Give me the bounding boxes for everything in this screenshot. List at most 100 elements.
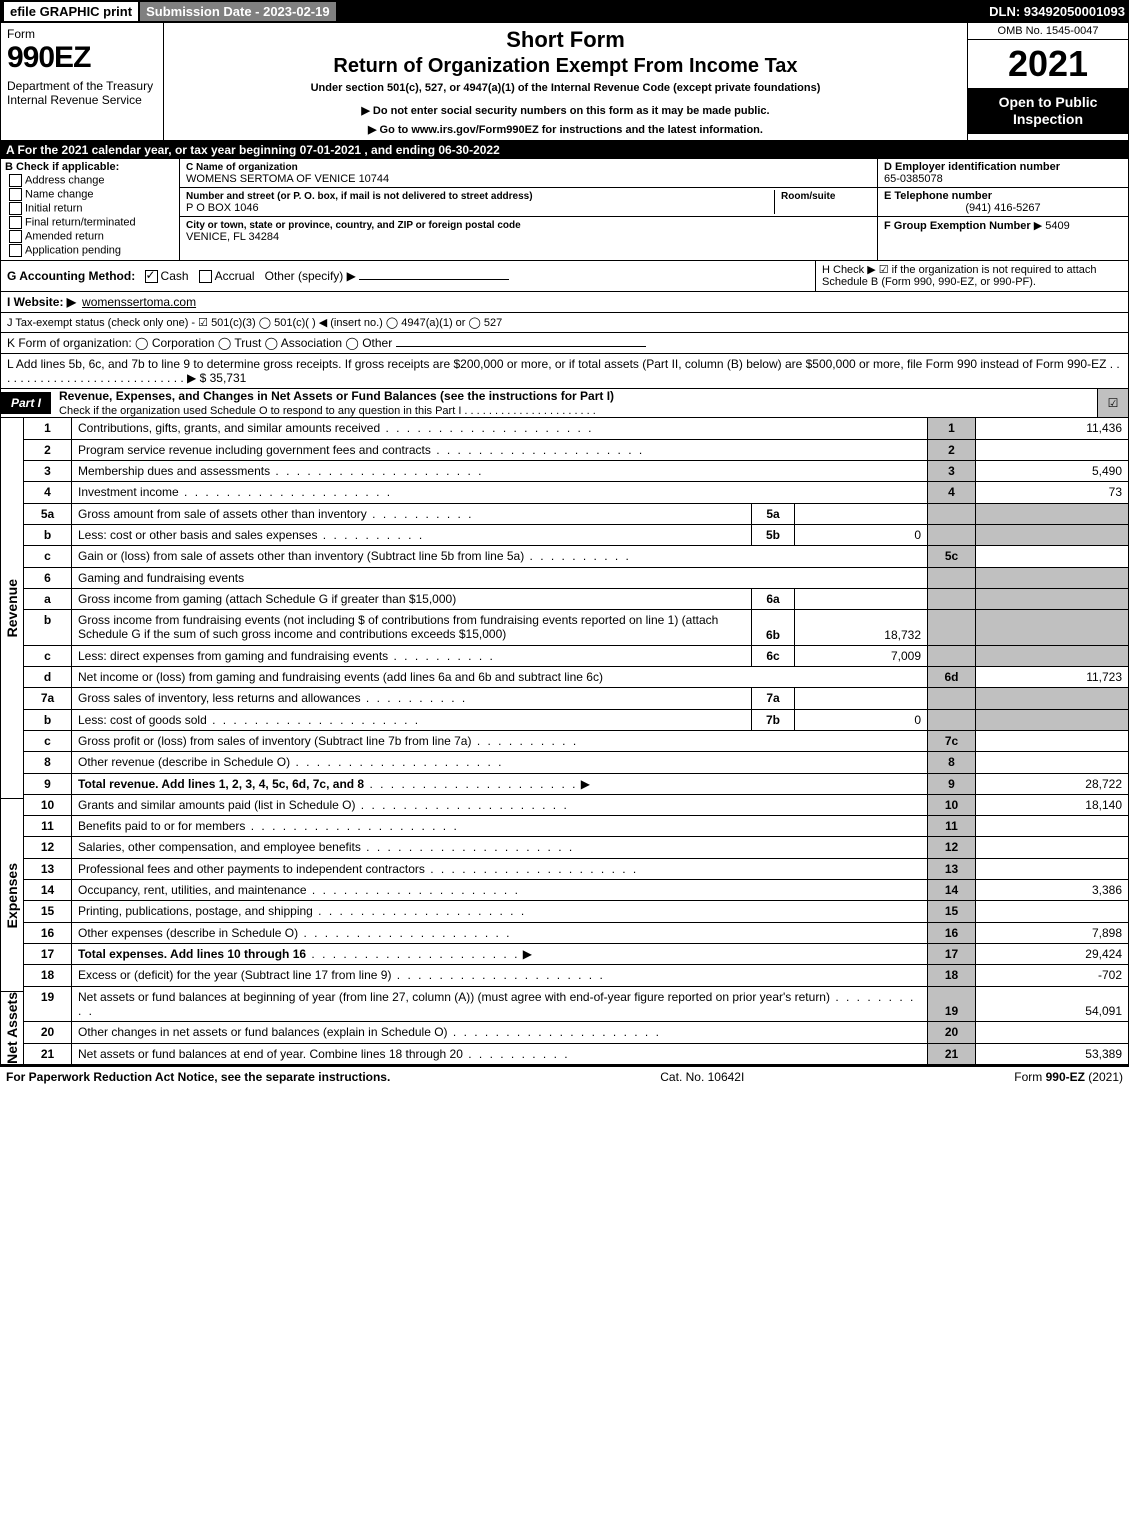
line-6b: bGross income from fundraising events (n…	[24, 610, 1129, 646]
line-20: 20Other changes in net assets or fund ba…	[24, 1022, 1129, 1043]
efile-button[interactable]: efile GRAPHIC print	[4, 2, 138, 21]
tax-year: 2021	[968, 40, 1128, 88]
chk-initial-return[interactable]: Initial return	[9, 202, 175, 215]
chk-label: Amended return	[25, 230, 104, 242]
title-short-form: Short Form	[170, 27, 961, 53]
c-street-row: Number and street (or P. O. box, if mail…	[180, 188, 877, 217]
c-name-row: C Name of organization WOMENS SERTOMA OF…	[180, 159, 877, 188]
line-4: 4Investment income473	[24, 482, 1129, 503]
top-bar: efile GRAPHIC print Submission Date - 20…	[0, 0, 1129, 23]
l-text: L Add lines 5b, 6c, and 7b to line 9 to …	[7, 357, 1120, 385]
header-left: Form 990EZ Department of the Treasury In…	[1, 23, 164, 140]
part1-tag: Part I	[1, 392, 51, 414]
line-14: 14Occupancy, rent, utilities, and mainte…	[24, 880, 1129, 901]
chk-accrual[interactable]	[199, 270, 212, 283]
chk-name-change[interactable]: Name change	[9, 188, 175, 201]
part1-chk[interactable]: ☑	[1097, 389, 1128, 417]
ein-value: 65-0385078	[884, 173, 943, 185]
d-ein-row: D Employer identification number 65-0385…	[878, 159, 1128, 188]
line-1: 1Contributions, gifts, grants, and simil…	[24, 418, 1129, 439]
line-2: 2Program service revenue including gover…	[24, 439, 1129, 460]
chk-label: Final return/terminated	[25, 216, 136, 228]
form-word: Form	[7, 27, 157, 41]
revenue-label-cell: Revenue	[0, 418, 23, 799]
line-18: 18Excess or (deficit) for the year (Subt…	[24, 965, 1129, 986]
revenue-vlabel: Revenue	[4, 579, 20, 637]
org-name: WOMENS SERTOMA OF VENICE 10744	[186, 173, 389, 185]
j-text: J Tax-exempt status (check only one) - ☑…	[7, 316, 502, 329]
block-bcdef: B Check if applicable: Address change Na…	[0, 159, 1129, 261]
i-label: I Website: ▶	[7, 295, 76, 309]
c-street-label: Number and street (or P. O. box, if mail…	[186, 191, 533, 202]
goto-link[interactable]: ▶ Go to www.irs.gov/Form990EZ for instru…	[170, 123, 961, 136]
part1-sub: Check if the organization used Schedule …	[59, 405, 596, 417]
c-city-label: City or town, state or province, country…	[186, 220, 521, 231]
chk-cash[interactable]	[145, 270, 158, 283]
website-link[interactable]: womenssertoma.com	[82, 295, 196, 309]
line-7b: bLess: cost of goods sold7b0	[24, 709, 1129, 730]
form-header: Form 990EZ Department of the Treasury In…	[0, 23, 1129, 141]
room-suite-label: Room/suite	[781, 191, 835, 202]
line-17: 17Total expenses. Add lines 10 through 1…	[24, 944, 1129, 965]
line-10: 10Grants and similar amounts paid (list …	[24, 794, 1129, 815]
chk-final-return[interactable]: Final return/terminated	[9, 216, 175, 229]
line-16: 16Other expenses (describe in Schedule O…	[24, 922, 1129, 943]
line-21: 21Net assets or fund balances at end of …	[24, 1043, 1129, 1065]
part1-title: Revenue, Expenses, and Changes in Net As…	[59, 389, 614, 403]
line-6c: cLess: direct expenses from gaming and f…	[24, 645, 1129, 666]
subtitle-under: Under section 501(c), 527, or 4947(a)(1)…	[170, 82, 961, 94]
dln-label: DLN: 93492050001093	[989, 4, 1125, 19]
c-city-row: City or town, state or province, country…	[180, 217, 877, 245]
title-return: Return of Organization Exempt From Incom…	[170, 55, 961, 78]
netassets-vlabel: Net Assets	[4, 992, 20, 1064]
chk-label: Name change	[25, 188, 94, 200]
expenses-label-cell: Expenses	[0, 799, 23, 992]
line-7a: 7aGross sales of inventory, less returns…	[24, 688, 1129, 709]
chk-label: Initial return	[25, 202, 82, 214]
row-j: J Tax-exempt status (check only one) - ☑…	[0, 313, 1129, 333]
line-3: 3Membership dues and assessments35,490	[24, 460, 1129, 481]
line-6d: dNet income or (loss) from gaming and fu…	[24, 666, 1129, 687]
chk-application-pending[interactable]: Application pending	[9, 244, 175, 257]
col-def: D Employer identification number 65-0385…	[878, 159, 1128, 260]
omb-number: OMB No. 1545-0047	[968, 23, 1128, 40]
line-6a: aGross income from gaming (attach Schedu…	[24, 588, 1129, 609]
chk-address-change[interactable]: Address change	[9, 174, 175, 187]
line-5a: 5aGross amount from sale of assets other…	[24, 503, 1129, 524]
chk-amended-return[interactable]: Amended return	[9, 230, 175, 243]
part1-title-wrap: Revenue, Expenses, and Changes in Net As…	[59, 389, 614, 417]
do-not-enter-note: ▶ Do not enter social security numbers o…	[170, 104, 961, 117]
h-text: H Check ▶ ☑ if the organization is not r…	[822, 264, 1097, 288]
footer-left: For Paperwork Reduction Act Notice, see …	[6, 1070, 390, 1084]
open-to-public: Open to Public Inspection	[968, 88, 1128, 134]
line-5c: cGain or (loss) from sale of assets othe…	[24, 546, 1129, 567]
form-number: 990EZ	[7, 41, 157, 75]
org-street: P O BOX 1046	[186, 202, 259, 214]
row-gh: G Accounting Method: Cash Accrual Other …	[0, 261, 1129, 292]
e-phone-label: E Telephone number	[884, 190, 992, 202]
row-l: L Add lines 5b, 6c, and 7b to line 9 to …	[0, 354, 1129, 389]
row-i: I Website: ▶ womenssertoma.com	[0, 292, 1129, 313]
line-12: 12Salaries, other compensation, and empl…	[24, 837, 1129, 858]
row-k: K Form of organization: ◯ Corporation ◯ …	[0, 333, 1129, 354]
phone-value: (941) 416-5267	[884, 202, 1122, 214]
c-name-label: C Name of organization	[186, 162, 298, 173]
line-6: 6Gaming and fundraising events	[24, 567, 1129, 588]
line-15: 15Printing, publications, postage, and s…	[24, 901, 1129, 922]
submission-date-button[interactable]: Submission Date - 2023-02-19	[140, 2, 336, 21]
org-city: VENICE, FL 34284	[186, 231, 279, 243]
line-a: A For the 2021 calendar year, or tax yea…	[0, 141, 1129, 159]
top-bar-left: efile GRAPHIC print Submission Date - 20…	[4, 2, 336, 21]
group-value: ▶ 5409	[1034, 220, 1070, 232]
netassets-label-cell: Net Assets	[0, 992, 23, 1065]
g-accrual: Accrual	[215, 269, 255, 283]
line-13: 13Professional fees and other payments t…	[24, 858, 1129, 879]
line-7c: cGross profit or (loss) from sales of in…	[24, 730, 1129, 751]
g-cell: G Accounting Method: Cash Accrual Other …	[1, 261, 815, 291]
g-other: Other (specify) ▶	[265, 269, 356, 283]
e-phone-row: E Telephone number (941) 416-5267	[878, 188, 1128, 217]
line-9: 9Total revenue. Add lines 1, 2, 3, 4, 5c…	[24, 773, 1129, 794]
chk-label: Address change	[25, 174, 105, 186]
b-header: B Check if applicable:	[5, 161, 119, 173]
section-labels: Revenue Expenses Net Assets	[0, 418, 23, 1065]
